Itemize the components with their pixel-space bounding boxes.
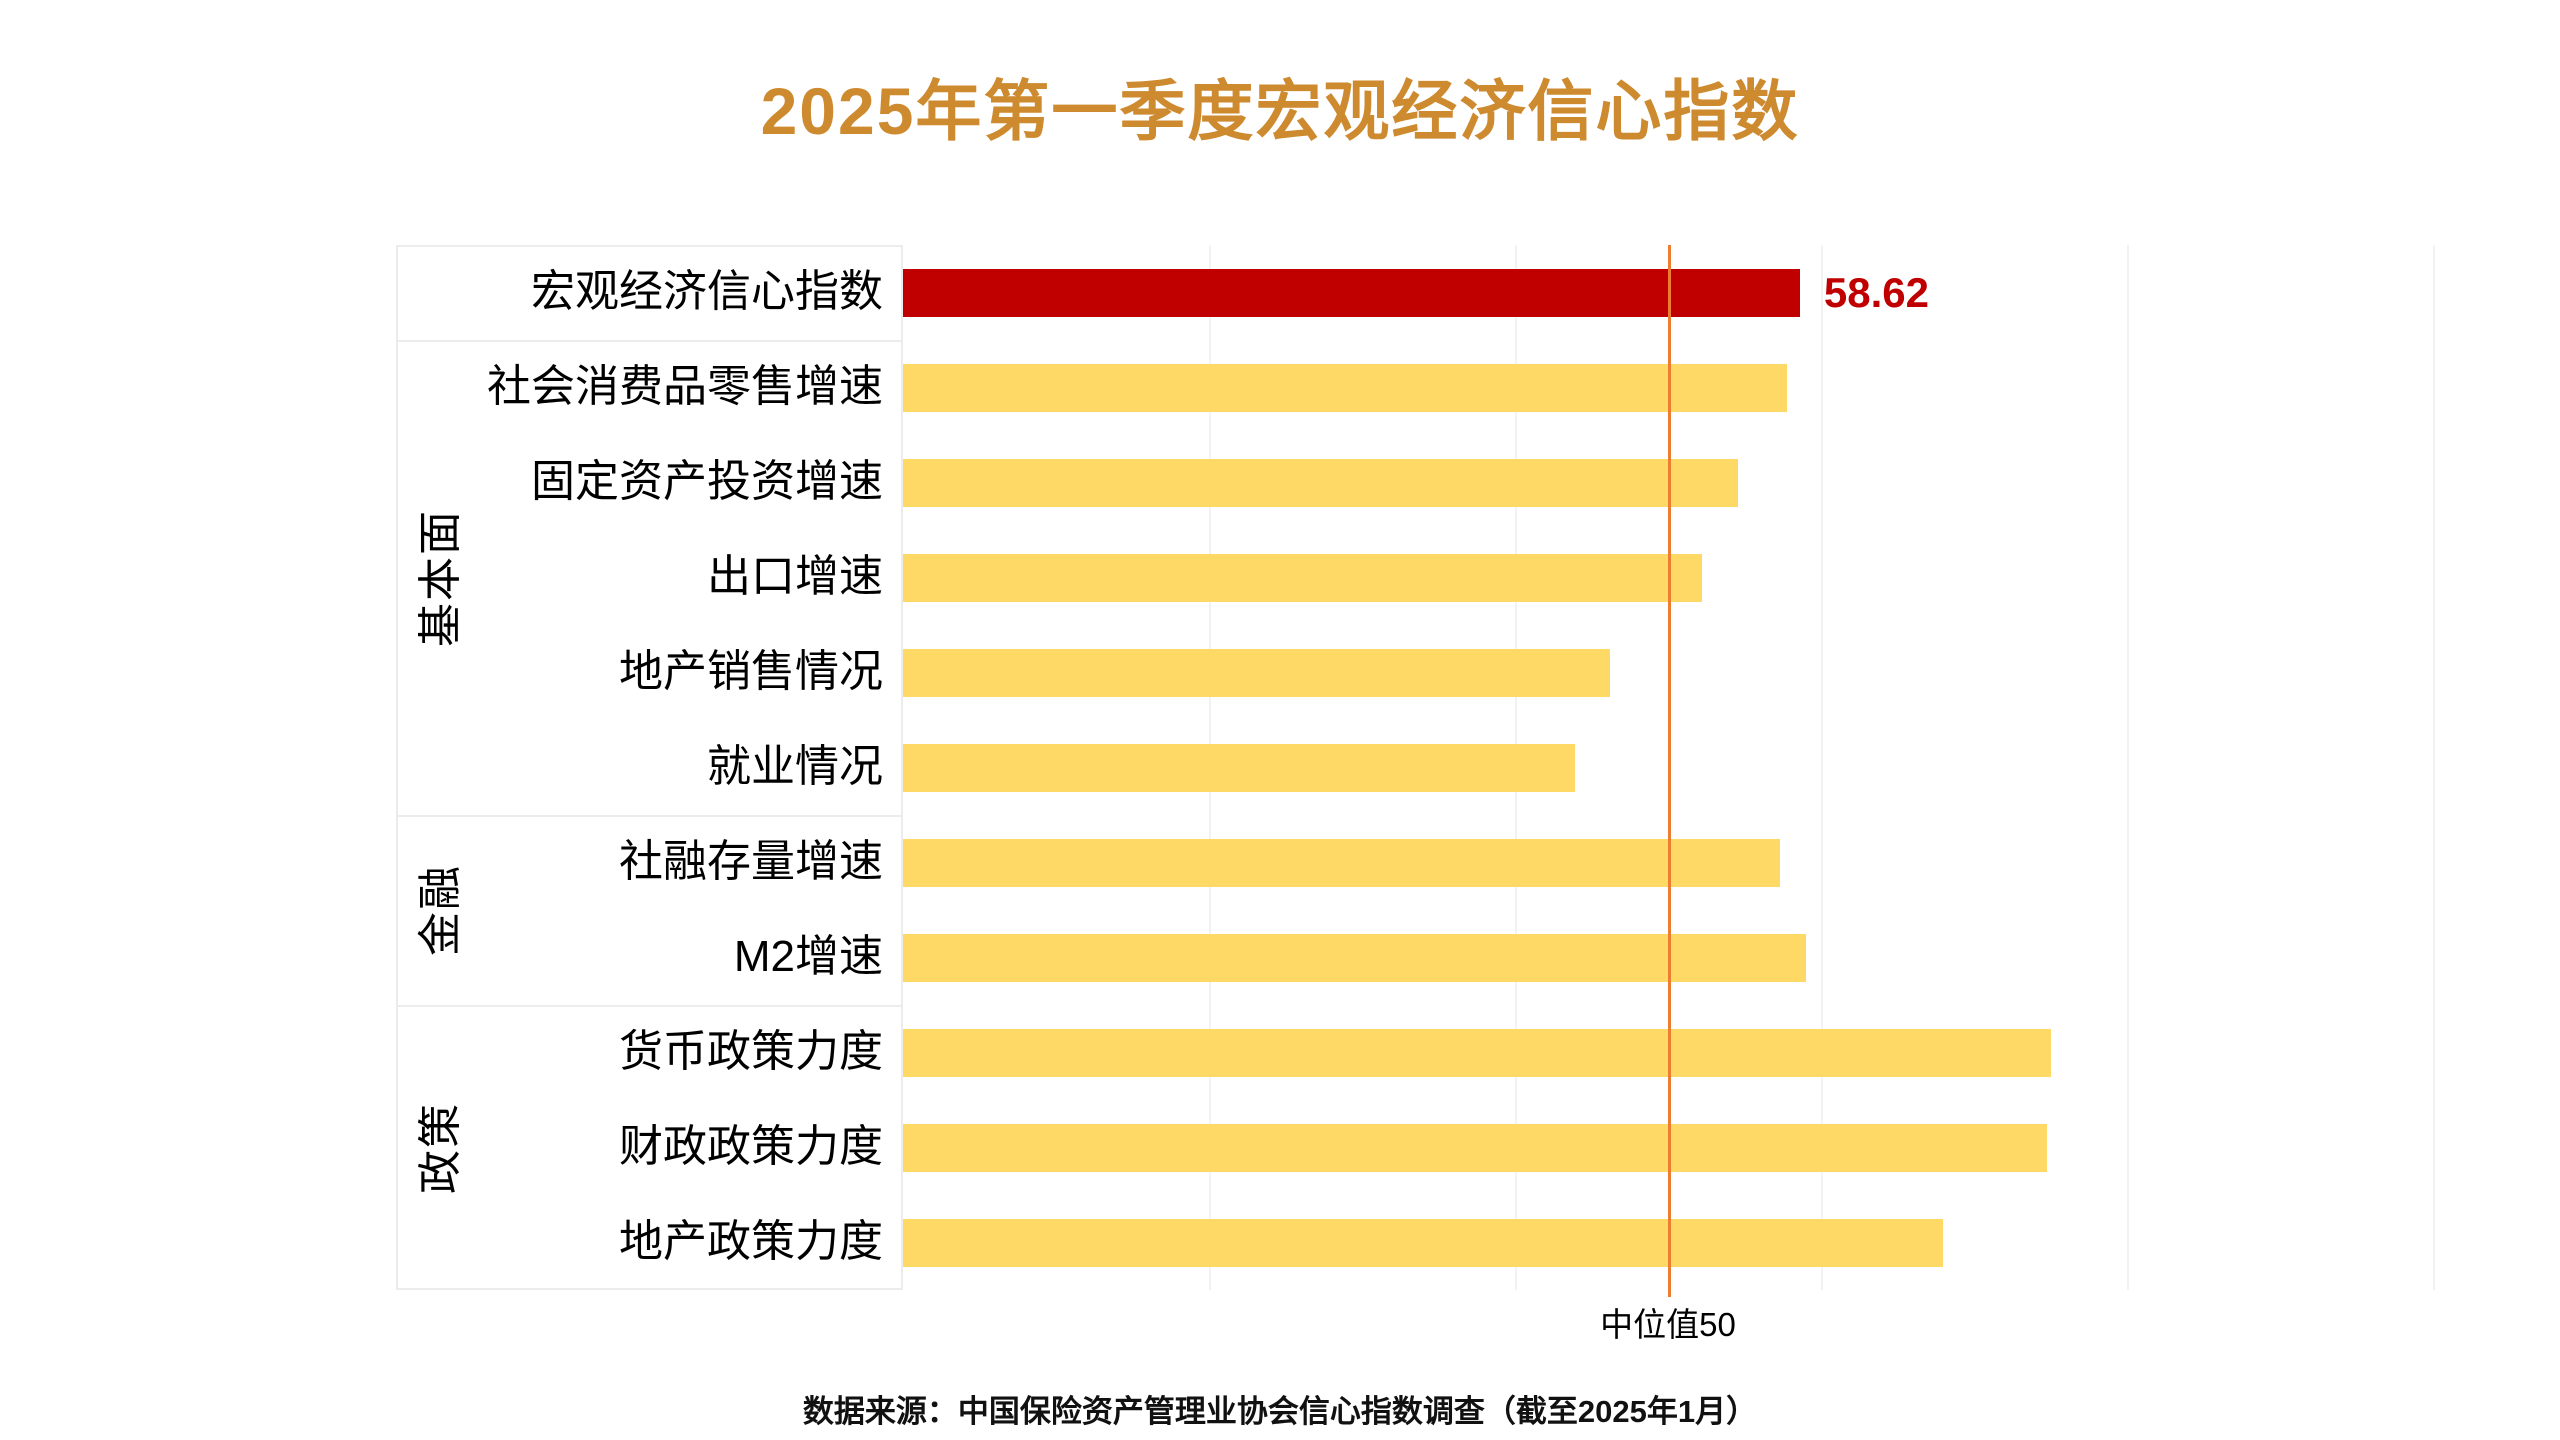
row-plot (903, 1100, 2433, 1195)
chart-row: 宏观经济信心指数 58.62 (396, 245, 2433, 340)
bar (903, 458, 1739, 507)
group-label-text: 政策 (416, 1101, 465, 1194)
category-label: 宏观经济信心指数 (531, 267, 883, 317)
row-plot (903, 1005, 2433, 1100)
category-label: 地产销售情况 (619, 647, 883, 697)
chart-row: 财政政策力度 (396, 1100, 2433, 1195)
row-plot (903, 435, 2433, 530)
category-label: 固定资产投资增速 (531, 457, 883, 507)
bar (903, 1123, 2048, 1172)
row-plot (903, 720, 2433, 815)
bar (903, 553, 1702, 602)
chart-row: 地产销售情况 (396, 625, 2433, 720)
group-label-fundamentals: 基本面 (396, 340, 476, 815)
gridline (2127, 245, 2129, 1290)
chart-row: 就业情况 (396, 720, 2433, 815)
category-label: 就业情况 (707, 742, 883, 792)
source-note: 数据来源：中国保险资产管理业协会信心指数调查（截至2025年1月） (802, 1394, 1758, 1429)
group-label-text: 金融 (416, 864, 465, 956)
category-label: 地产政策力度 (619, 1217, 883, 1267)
category-label: M2增速 (733, 932, 883, 982)
category-label: 社会消费品零售增速 (487, 362, 883, 412)
median-label: 中位值50 (1600, 1306, 1736, 1343)
category-label: 货币政策力度 (619, 1027, 883, 1077)
bar (903, 743, 1575, 792)
bar (903, 838, 1780, 887)
gridline (2433, 245, 2435, 1290)
group-label-text: 基本面 (416, 508, 465, 647)
category-label: 出口增速 (707, 552, 883, 602)
bar (903, 933, 1806, 982)
row-plot (903, 625, 2433, 720)
chart-row: 地产政策力度 (396, 1195, 2433, 1290)
row-plot: 58.62 (903, 245, 2433, 340)
row-plot (903, 530, 2433, 625)
bar-macro-index (903, 268, 1800, 317)
group-label-policy: 政策 (396, 1005, 476, 1290)
row-plot (903, 1195, 2433, 1290)
category-label: 财政政策力度 (619, 1122, 883, 1172)
chart-row: 社融存量增速 (396, 815, 2433, 910)
chart-row: 货币政策力度 (396, 1005, 2433, 1100)
median-reference-line (1668, 245, 1671, 1297)
chart-row: M2增速 (396, 910, 2433, 1005)
chart-row: 出口增速 (396, 530, 2433, 625)
bar (903, 648, 1610, 697)
group-label-finance: 金融 (396, 815, 476, 1005)
bar (903, 1218, 1944, 1267)
row-plot (903, 340, 2433, 435)
gridline (1821, 245, 1823, 1290)
row-plot (903, 815, 2433, 910)
bar (903, 363, 1788, 412)
chart-row: 固定资产投资增速 (396, 435, 2433, 530)
chart-title: 2025年第一季度宏观经济信心指数 (760, 74, 1800, 148)
bar-rows: 宏观经济信心指数 58.62 社会消费品零售增速 固定资产投资增速 出口增速 地… (396, 245, 2433, 1290)
bar (903, 1028, 2051, 1077)
row-plot (903, 910, 2433, 1005)
chart-row: 社会消费品零售增速 (396, 340, 2433, 435)
category-label: 社融存量增速 (619, 837, 883, 887)
value-label: 58.62 (1823, 268, 1929, 316)
confidence-index-bar-chart: 中位值50 宏观经济信心指数 58.62 社会消费品零售增速 固定资产投资增速 … (396, 245, 2435, 1343)
